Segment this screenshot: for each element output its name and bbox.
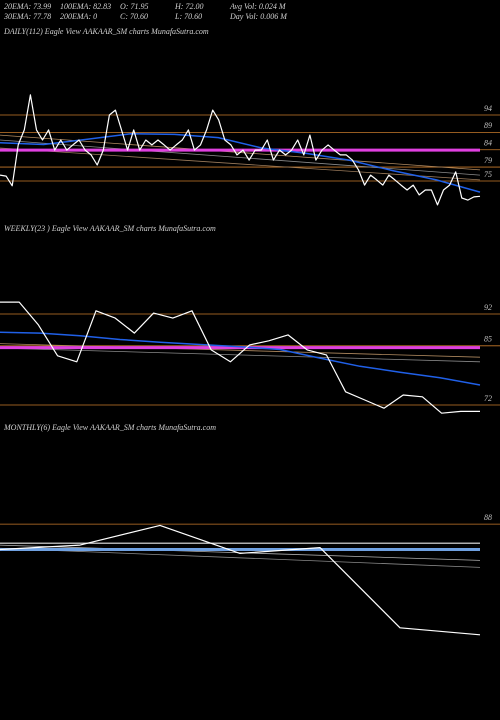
y-tick-label: 94 <box>484 104 492 113</box>
price-line <box>0 524 481 636</box>
header-stat: 20EMA: 73.99 <box>4 2 51 11</box>
price-line <box>0 347 481 363</box>
header-stat: 100EMA: 82.83 <box>60 2 111 11</box>
y-tick-label: 89 <box>484 121 492 130</box>
header-stat: Avg Vol: 0.024 M <box>229 2 287 11</box>
price-line <box>0 301 480 414</box>
price-line <box>0 132 481 193</box>
y-tick-label: 92 <box>484 303 492 312</box>
header-stat: Day Vol: 0.006 M <box>229 12 288 21</box>
panel-title: MONTHLY(6) Eagle View AAKAAR_SM charts M… <box>3 423 216 432</box>
price-line <box>0 139 481 176</box>
panel-title: WEEKLY(23 ) Eagle View AAKAAR_SM charts … <box>4 224 216 233</box>
header-stat: O: 71.95 <box>120 2 148 11</box>
y-tick-label: 88 <box>484 513 492 522</box>
panel-title: DAILY(112) Eagle View AAKAAR_SM charts M… <box>3 27 209 36</box>
header-stat: C: 70.60 <box>120 12 148 21</box>
price-line <box>0 544 481 561</box>
y-tick-label: 84 <box>484 139 492 148</box>
y-tick-label: 72 <box>484 394 492 403</box>
price-line <box>0 547 481 568</box>
header-stat: 200EMA: 0 <box>60 12 97 21</box>
y-tick-label: 85 <box>484 335 492 344</box>
y-tick-label: 75 <box>484 170 492 179</box>
price-line <box>0 331 481 386</box>
price-line <box>0 343 481 358</box>
header-stat: L: 70.60 <box>174 12 202 21</box>
price-line <box>0 147 481 181</box>
header-stat: 30EMA: 77.78 <box>3 12 51 21</box>
header-stat: H: 72.00 <box>174 2 203 11</box>
price-line <box>0 94 481 206</box>
y-tick-label: 79 <box>484 156 492 165</box>
